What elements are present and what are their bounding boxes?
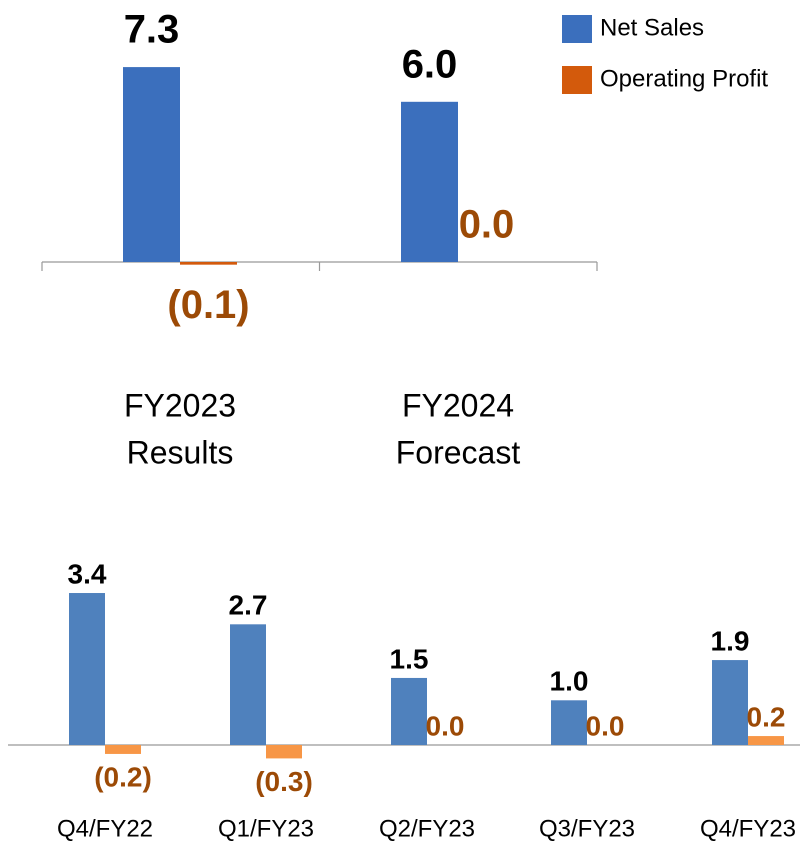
data-label: 3.4 [68, 558, 107, 589]
data-label: 6.0 [402, 42, 458, 86]
legend-swatch [562, 15, 592, 43]
bar [266, 745, 302, 759]
bar [123, 67, 180, 262]
x-tick-label: FY2023 [124, 387, 236, 423]
data-label: (0.1) [167, 283, 249, 327]
data-label: 2.7 [229, 590, 268, 621]
x-tick-label: Results [127, 434, 234, 470]
data-label: 1.0 [550, 666, 589, 697]
bar [105, 745, 141, 754]
x-tick-label: FY2024 [402, 387, 514, 423]
bar [551, 700, 587, 745]
data-label: 0.0 [459, 203, 515, 247]
bar [391, 677, 427, 745]
bar [748, 736, 784, 745]
data-label: 1.5 [390, 643, 429, 674]
bar [69, 593, 105, 745]
data-label: (0.3) [255, 766, 313, 797]
data-label: 0.0 [426, 710, 465, 741]
data-label: 7.3 [124, 8, 180, 52]
x-tick-label: Q2/FY23 [379, 815, 475, 842]
data-label: 0.2 [747, 701, 786, 732]
bar [230, 624, 266, 745]
data-label: 0.0 [586, 710, 625, 741]
bar [712, 660, 748, 745]
legend-label: Net Sales [600, 14, 704, 41]
bar [180, 262, 237, 265]
bar [401, 101, 458, 262]
x-tick-label: Q3/FY23 [539, 815, 635, 842]
x-tick-label: Q4/FY22 [57, 815, 153, 842]
data-label: 1.9 [711, 625, 750, 656]
legend-label: Operating Profit [600, 65, 768, 92]
x-tick-label: Forecast [396, 434, 521, 470]
data-label: (0.2) [94, 761, 152, 792]
x-tick-label: Q4/FY23 [700, 815, 796, 842]
x-tick-label: Q1/FY23 [218, 815, 314, 842]
legend-swatch [562, 66, 592, 94]
